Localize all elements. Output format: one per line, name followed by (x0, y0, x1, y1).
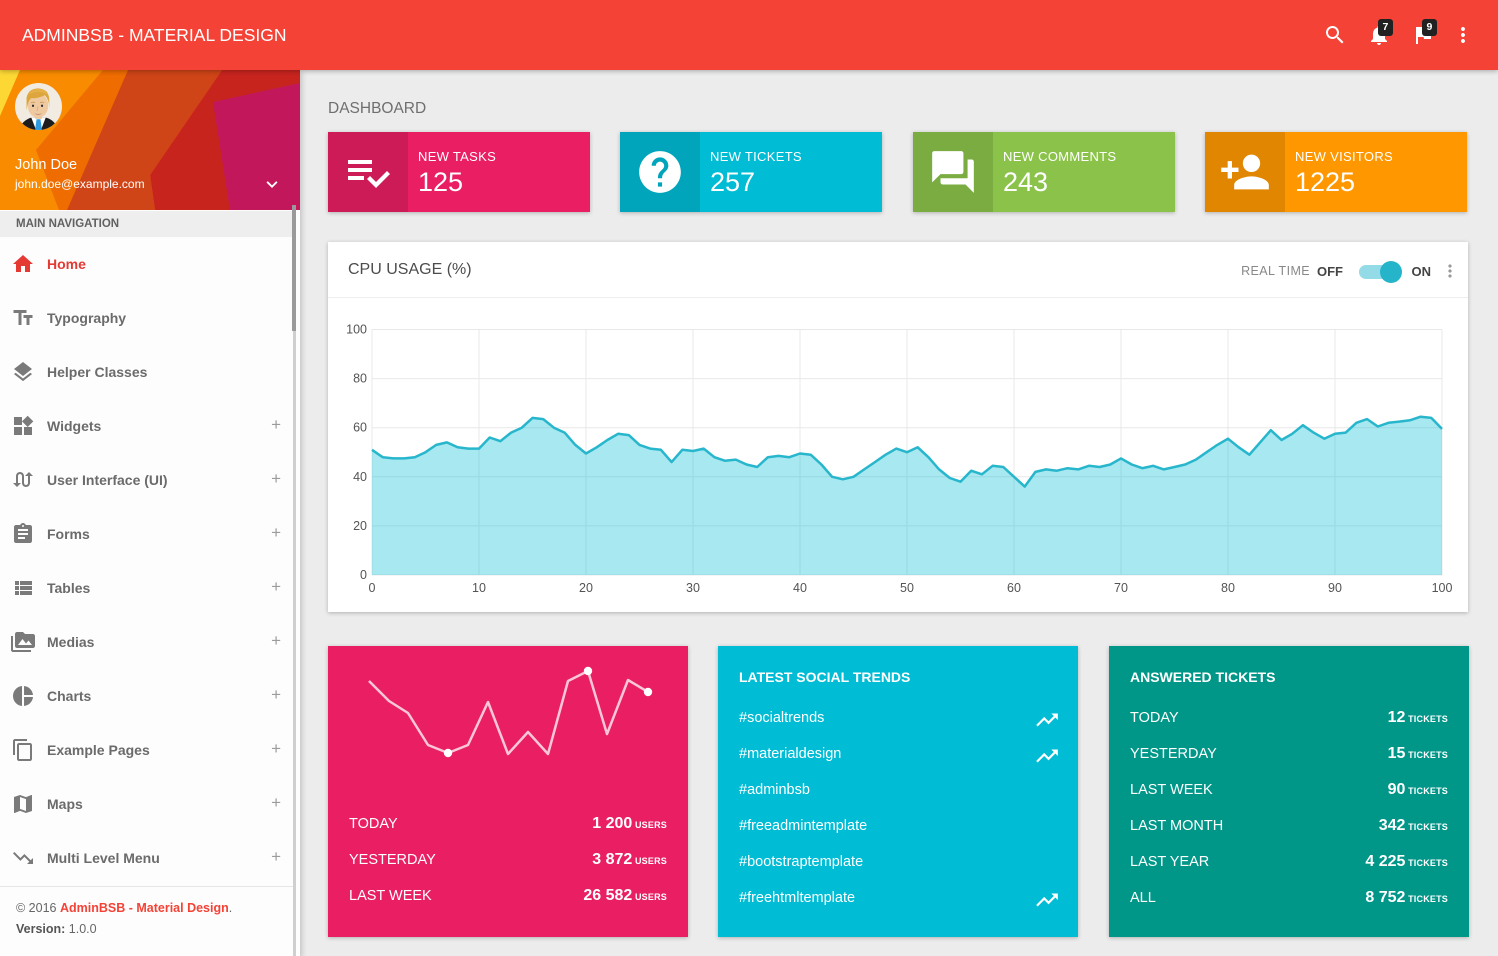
svg-text:60: 60 (1007, 581, 1021, 595)
svg-text:10: 10 (472, 581, 486, 595)
svg-text:0: 0 (369, 581, 376, 595)
svg-text:80: 80 (353, 372, 367, 386)
svg-text:20: 20 (353, 519, 367, 533)
svg-text:70: 70 (1114, 581, 1128, 595)
svg-text:30: 30 (686, 581, 700, 595)
svg-text:40: 40 (793, 581, 807, 595)
svg-text:20: 20 (579, 581, 593, 595)
svg-text:100: 100 (1432, 581, 1453, 595)
svg-text:90: 90 (1328, 581, 1342, 595)
svg-text:0: 0 (360, 568, 367, 582)
svg-text:100: 100 (346, 323, 367, 337)
svg-text:80: 80 (1221, 581, 1235, 595)
svg-text:50: 50 (900, 581, 914, 595)
svg-text:40: 40 (353, 470, 367, 484)
svg-text:60: 60 (353, 421, 367, 435)
